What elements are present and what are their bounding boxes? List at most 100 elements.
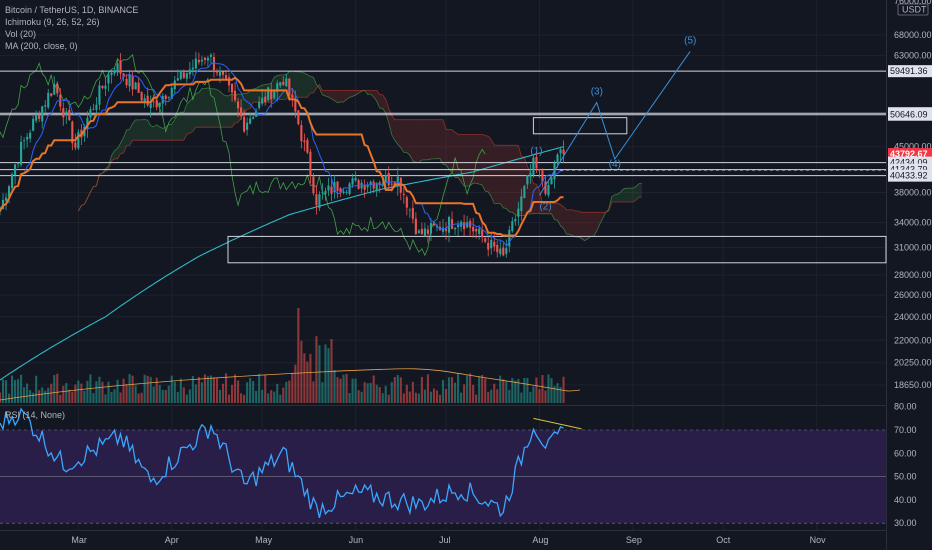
candle-body bbox=[526, 175, 529, 185]
candle-body bbox=[282, 81, 285, 85]
volume-bar bbox=[438, 394, 442, 403]
volume-bar bbox=[463, 384, 466, 403]
price-tick-label: 45000.00 bbox=[894, 142, 932, 152]
cloud-segment bbox=[497, 145, 501, 204]
candle-body bbox=[4, 197, 8, 201]
candle-body bbox=[62, 108, 65, 118]
cloud-segment bbox=[436, 119, 440, 159]
candle-body bbox=[218, 70, 222, 76]
volume-bar bbox=[279, 394, 282, 403]
candle-body bbox=[41, 106, 44, 122]
volume-bar bbox=[435, 390, 439, 403]
candle-body bbox=[502, 247, 505, 256]
candle-body bbox=[243, 116, 246, 132]
price-tick-label: 34000.00 bbox=[894, 218, 932, 228]
volume-bar bbox=[550, 378, 553, 403]
rsi-legend[interactable]: RSI (14, None) bbox=[5, 410, 66, 420]
candle-body bbox=[224, 75, 228, 79]
volume-bar bbox=[74, 384, 77, 403]
volume-bar bbox=[122, 378, 125, 403]
legend-ma[interactable]: MA (200, close, 0) bbox=[5, 41, 78, 51]
cloud-segment bbox=[159, 126, 163, 141]
volume-bar bbox=[423, 389, 426, 403]
price-tick-label: 26000.00 bbox=[894, 290, 932, 300]
volume-bar bbox=[562, 376, 565, 403]
rsi-tick-label: 40.00 bbox=[894, 495, 917, 505]
candle-body bbox=[23, 140, 26, 141]
candle-body bbox=[562, 149, 565, 155]
volume-bar bbox=[526, 377, 529, 403]
candle-body bbox=[517, 208, 520, 217]
candle-body bbox=[291, 94, 294, 98]
volume-bar bbox=[264, 375, 267, 403]
volume-ma-line bbox=[0, 368, 581, 401]
cloud-segment bbox=[446, 129, 450, 170]
candle-body bbox=[297, 110, 300, 125]
candle-body bbox=[267, 87, 270, 101]
candle-body bbox=[0, 211, 2, 212]
volume-bar bbox=[532, 386, 535, 403]
volume-bar bbox=[164, 390, 167, 403]
volume-bar bbox=[116, 379, 119, 403]
cloud-segment bbox=[584, 212, 588, 241]
volume-bar bbox=[146, 375, 149, 403]
cloud-segment bbox=[349, 90, 353, 98]
cloud-segment bbox=[198, 88, 202, 128]
time-axis-label: Nov bbox=[810, 535, 827, 545]
price-tick-label: 38000.00 bbox=[894, 187, 932, 197]
candle-body bbox=[532, 157, 535, 176]
legend-vol[interactable]: Vol (20) bbox=[5, 29, 37, 39]
legend-symbol[interactable]: Bitcoin / TetherUS, 1D, BINANCE bbox=[5, 5, 139, 15]
candle-body bbox=[466, 222, 469, 228]
cloud-segment bbox=[256, 86, 260, 103]
cloud-segment bbox=[310, 76, 314, 93]
candle-body bbox=[372, 181, 375, 189]
legend-ichimoku[interactable]: Ichimoku (9, 26, 52, 26) bbox=[5, 17, 100, 27]
cloud-segment bbox=[623, 188, 627, 203]
volume-bar bbox=[143, 374, 146, 403]
volume-bar bbox=[273, 391, 276, 403]
cloud-segment bbox=[153, 124, 157, 141]
cloud-segment bbox=[464, 134, 468, 187]
volume-bar bbox=[348, 392, 351, 403]
cloud-segment bbox=[328, 90, 332, 99]
level-price-label: 59491.36 bbox=[890, 66, 928, 76]
volume-bar bbox=[68, 389, 71, 403]
candle-body bbox=[47, 92, 50, 108]
price-tick-label: 20250.00 bbox=[894, 358, 932, 368]
cloud-segment bbox=[506, 145, 510, 212]
volume-bar bbox=[243, 394, 246, 403]
volume-bar bbox=[234, 374, 237, 403]
cloud-segment bbox=[385, 99, 389, 123]
volume-bar bbox=[396, 375, 399, 403]
volume-bar bbox=[161, 389, 164, 403]
candle-body bbox=[348, 183, 351, 195]
cloud-segment bbox=[461, 134, 465, 187]
volume-bar bbox=[535, 377, 538, 403]
volume-bar bbox=[140, 392, 143, 403]
candle-body bbox=[481, 229, 484, 238]
volume-bar bbox=[59, 394, 62, 403]
volume-bar bbox=[134, 385, 137, 403]
candle-body bbox=[387, 173, 390, 186]
volume-bar bbox=[119, 392, 122, 403]
candle-body bbox=[402, 193, 405, 196]
volume-bar bbox=[170, 375, 173, 403]
volume-bar bbox=[86, 380, 89, 403]
candle-body bbox=[104, 85, 107, 89]
volume-bar bbox=[246, 382, 249, 403]
candle-body bbox=[375, 183, 378, 191]
candle-body bbox=[276, 83, 279, 92]
candle-body bbox=[426, 229, 429, 234]
candle-body bbox=[182, 72, 185, 78]
volume-bar bbox=[212, 377, 216, 403]
current-price-label: 43792.67 bbox=[890, 149, 928, 159]
cloud-segment bbox=[174, 114, 178, 141]
cloud-segment bbox=[207, 87, 211, 128]
volume-bar bbox=[417, 393, 420, 403]
cloud-segment bbox=[500, 145, 504, 208]
candle-body bbox=[155, 99, 158, 108]
volume-bar bbox=[131, 375, 134, 403]
cloud-segment bbox=[593, 212, 597, 237]
cloud-segment bbox=[596, 212, 600, 231]
